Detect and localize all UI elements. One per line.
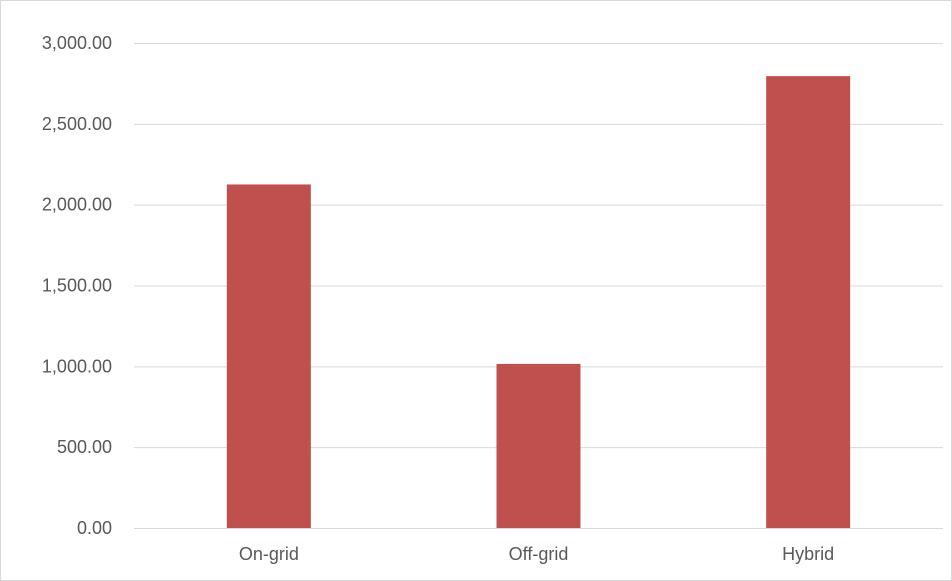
- x-tick-label: Hybrid: [782, 544, 834, 564]
- bar-on-grid: [226, 184, 311, 529]
- x-tick-label: On-grid: [239, 544, 299, 564]
- y-tick-label: 1,000.00: [42, 356, 112, 376]
- y-tick-label: 2,000.00: [42, 195, 112, 215]
- y-tick-label: 2,500.00: [42, 114, 112, 134]
- x-tick-label: Off-grid: [509, 544, 569, 564]
- y-tick-label: 3,000.00: [42, 33, 112, 53]
- y-tick-label: 1,500.00: [42, 276, 112, 296]
- bars: [226, 76, 851, 529]
- x-axis-tick-labels: On-grid Off-grid Hybrid: [239, 544, 834, 564]
- y-axis-tick-labels: 0.00 500.00 1,000.00 1,500.00 2,000.00 2,500.…: [42, 33, 112, 538]
- bar-off-grid: [496, 363, 581, 528]
- bar-hybrid: [766, 76, 851, 529]
- y-tick-label: 0.00: [77, 518, 112, 538]
- y-tick-label: 500.00: [57, 437, 112, 457]
